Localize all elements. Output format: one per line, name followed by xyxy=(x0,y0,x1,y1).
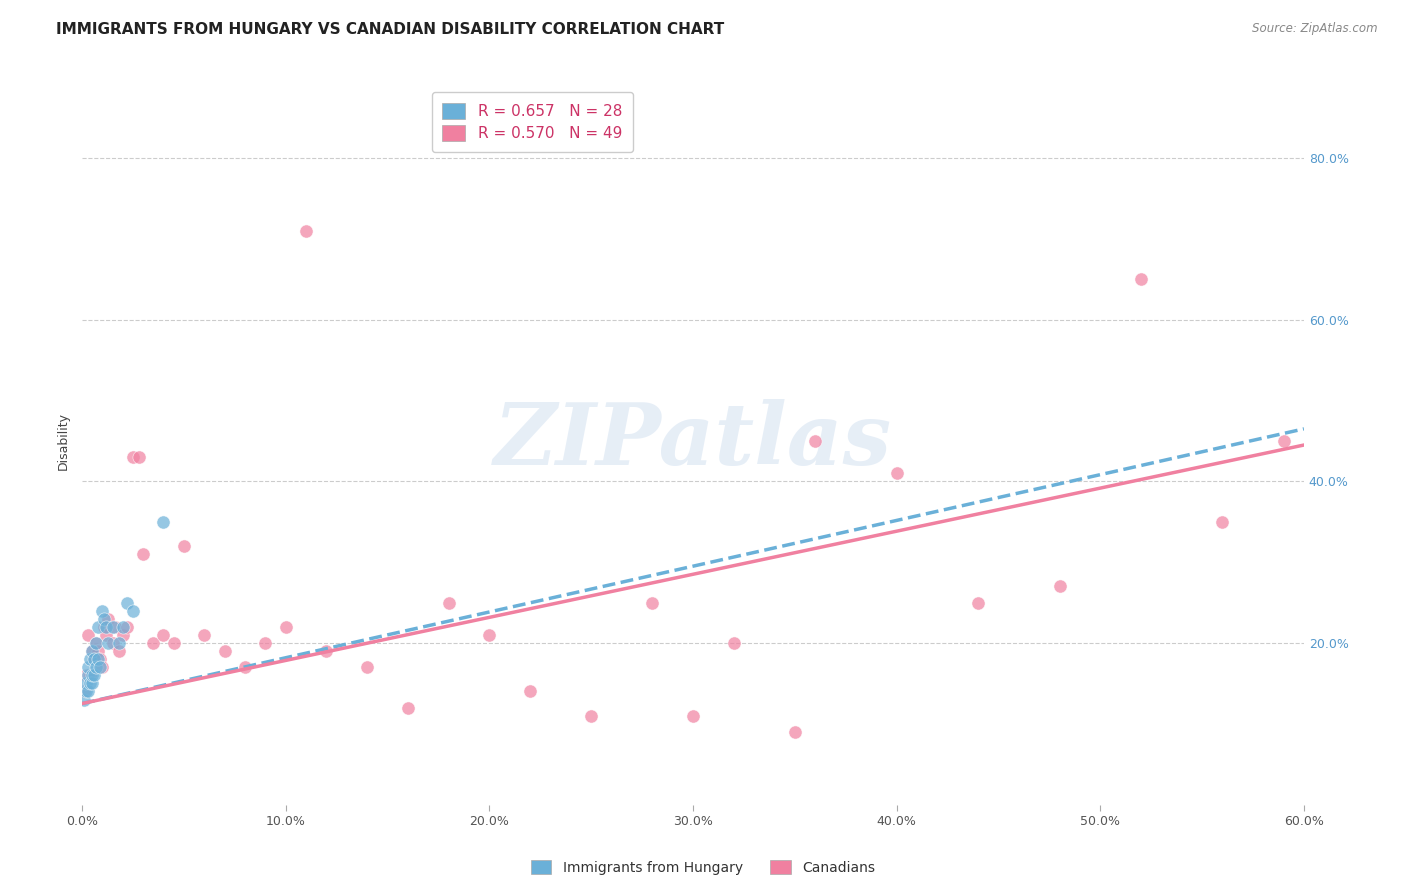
Point xyxy=(93,612,115,626)
Point xyxy=(173,539,195,553)
Point xyxy=(82,644,104,658)
Point xyxy=(214,644,236,658)
Y-axis label: Disability: Disability xyxy=(58,412,70,470)
Point xyxy=(77,660,100,674)
Point xyxy=(73,684,96,698)
Point xyxy=(84,636,107,650)
Point xyxy=(87,652,110,666)
Point xyxy=(93,620,115,634)
Point xyxy=(87,644,110,658)
Point xyxy=(101,636,124,650)
Point xyxy=(115,620,138,634)
Point xyxy=(96,620,118,634)
Point xyxy=(97,636,120,650)
Point xyxy=(79,676,101,690)
Point xyxy=(1130,272,1153,286)
Point xyxy=(254,636,277,650)
Point xyxy=(83,652,105,666)
Point xyxy=(519,684,541,698)
Point xyxy=(77,628,100,642)
Point xyxy=(295,224,318,238)
Point xyxy=(77,668,100,682)
Point xyxy=(682,708,704,723)
Text: Source: ZipAtlas.com: Source: ZipAtlas.com xyxy=(1253,22,1378,36)
Point xyxy=(1272,434,1295,448)
Text: ZIPatlas: ZIPatlas xyxy=(494,400,891,483)
Point xyxy=(142,636,165,650)
Point xyxy=(89,660,111,674)
Point xyxy=(91,604,114,618)
Point xyxy=(723,636,745,650)
Point xyxy=(162,636,184,650)
Point xyxy=(101,620,124,634)
Point xyxy=(75,676,97,690)
Point xyxy=(82,668,104,682)
Point xyxy=(1049,579,1071,593)
Point xyxy=(79,668,101,682)
Point xyxy=(1211,515,1233,529)
Point xyxy=(128,450,150,464)
Point xyxy=(83,668,105,682)
Point xyxy=(83,652,105,666)
Legend: R = 0.657   N = 28, R = 0.570   N = 49: R = 0.657 N = 28, R = 0.570 N = 49 xyxy=(432,93,633,152)
Point xyxy=(84,660,107,674)
Point xyxy=(478,628,501,642)
Point xyxy=(82,676,104,690)
Point xyxy=(804,434,827,448)
Point xyxy=(315,644,337,658)
Point xyxy=(107,636,129,650)
Point xyxy=(356,660,378,674)
Point xyxy=(132,547,155,561)
Point xyxy=(77,684,100,698)
Point xyxy=(84,636,107,650)
Point xyxy=(152,515,174,529)
Point xyxy=(783,724,806,739)
Point xyxy=(886,467,908,481)
Point xyxy=(87,620,110,634)
Point xyxy=(122,450,145,464)
Point xyxy=(91,660,114,674)
Point xyxy=(111,620,134,634)
Point xyxy=(75,668,97,682)
Point xyxy=(579,708,602,723)
Point xyxy=(107,644,129,658)
Point xyxy=(641,596,664,610)
Point xyxy=(233,660,256,674)
Legend: Immigrants from Hungary, Canadians: Immigrants from Hungary, Canadians xyxy=(524,855,882,880)
Point xyxy=(96,628,118,642)
Point xyxy=(437,596,460,610)
Point xyxy=(75,684,97,698)
Text: IMMIGRANTS FROM HUNGARY VS CANADIAN DISABILITY CORRELATION CHART: IMMIGRANTS FROM HUNGARY VS CANADIAN DISA… xyxy=(56,22,724,37)
Point xyxy=(274,620,297,634)
Point xyxy=(89,652,111,666)
Point xyxy=(79,652,101,666)
Point xyxy=(82,644,104,658)
Point xyxy=(396,700,419,714)
Point xyxy=(111,628,134,642)
Point xyxy=(103,620,125,634)
Point xyxy=(193,628,215,642)
Point xyxy=(152,628,174,642)
Point xyxy=(73,692,96,706)
Point xyxy=(967,596,990,610)
Point xyxy=(97,612,120,626)
Point xyxy=(122,604,145,618)
Point xyxy=(115,596,138,610)
